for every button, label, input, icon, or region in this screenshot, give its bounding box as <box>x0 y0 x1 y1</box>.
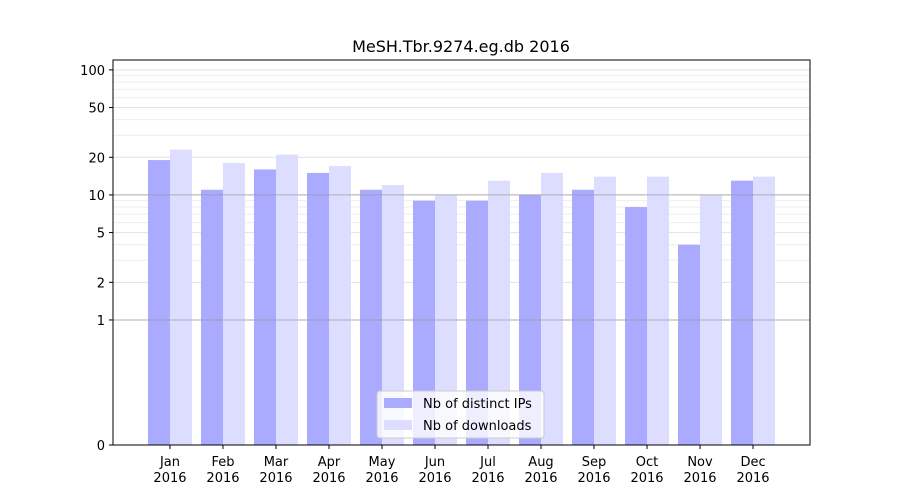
legend-label-distinct-ips: Nb of distinct IPs <box>423 397 532 412</box>
bar-distinct-ips <box>306 172 329 445</box>
bar-distinct-ips <box>572 189 595 445</box>
bar-distinct-ips <box>200 189 223 445</box>
chart-title: MeSH.Tbr.9274.eg.db 2016 <box>352 37 570 56</box>
x-tick-label: Sep 2016 <box>577 455 610 486</box>
y-axis: 0 1 2 5 10 20 50 100 <box>80 64 113 454</box>
x-tick-label: Apr 2016 <box>312 455 345 486</box>
x-tick-label: Jun 2016 <box>418 455 451 486</box>
y-tick-label: 50 <box>88 102 105 117</box>
bar-downloads <box>647 176 670 445</box>
bar-distinct-ips <box>466 200 489 445</box>
x-tick-label: Dec 2016 <box>736 455 769 486</box>
legend-label-downloads: Nb of downloads <box>423 419 532 434</box>
bar-downloads <box>169 149 192 446</box>
legend-swatch-downloads <box>384 420 412 430</box>
bar-downloads <box>328 166 351 445</box>
bar-downloads <box>541 172 564 445</box>
x-tick-label: May 2016 <box>365 455 398 486</box>
plot-frame <box>112 59 811 446</box>
x-tick-label: Mar 2016 <box>259 455 292 486</box>
y-tick-label: 20 <box>88 151 105 166</box>
legend-swatch-distinct-ips <box>384 398 412 408</box>
bar-downloads <box>275 154 298 446</box>
bars <box>147 149 776 446</box>
x-tick-label: Feb 2016 <box>206 455 239 486</box>
y-tick-label: 0 <box>97 439 105 454</box>
x-tick-label: Jul 2016 <box>471 455 504 486</box>
x-tick-label: Nov 2016 <box>683 455 716 486</box>
bar-downloads <box>488 180 511 445</box>
bar-downloads <box>381 185 404 445</box>
bar-distinct-ips <box>625 207 648 445</box>
bar-distinct-ips <box>678 244 701 445</box>
bar-downloads <box>753 176 776 445</box>
legend-box <box>376 390 545 439</box>
bar-distinct-ips <box>412 200 435 445</box>
y-tick-label: 5 <box>97 227 105 242</box>
y-tick-label: 100 <box>80 64 105 79</box>
bar-distinct-ips <box>731 180 754 445</box>
bar-distinct-ips <box>359 189 382 445</box>
legend: Nb of distinct IPs Nb of downloads <box>376 390 545 439</box>
bar-distinct-ips <box>253 169 276 445</box>
y-tick-label: 10 <box>88 189 105 204</box>
bar-downloads <box>222 163 245 445</box>
y-tick-label: 2 <box>97 276 105 291</box>
reference-lines <box>113 194 810 321</box>
x-tick-label: Aug 2016 <box>524 455 557 486</box>
x-axis: Jan 2016 Feb 2016 Mar 2016 Apr 2016 May 2016 Jun 20… <box>153 445 770 486</box>
x-tick-label: Oct 2016 <box>630 455 663 486</box>
x-tick-label: Jan 2016 <box>153 455 186 486</box>
bar-downloads <box>594 176 617 445</box>
y-tick-label: 1 <box>97 314 105 329</box>
bar-distinct-ips <box>147 160 170 445</box>
